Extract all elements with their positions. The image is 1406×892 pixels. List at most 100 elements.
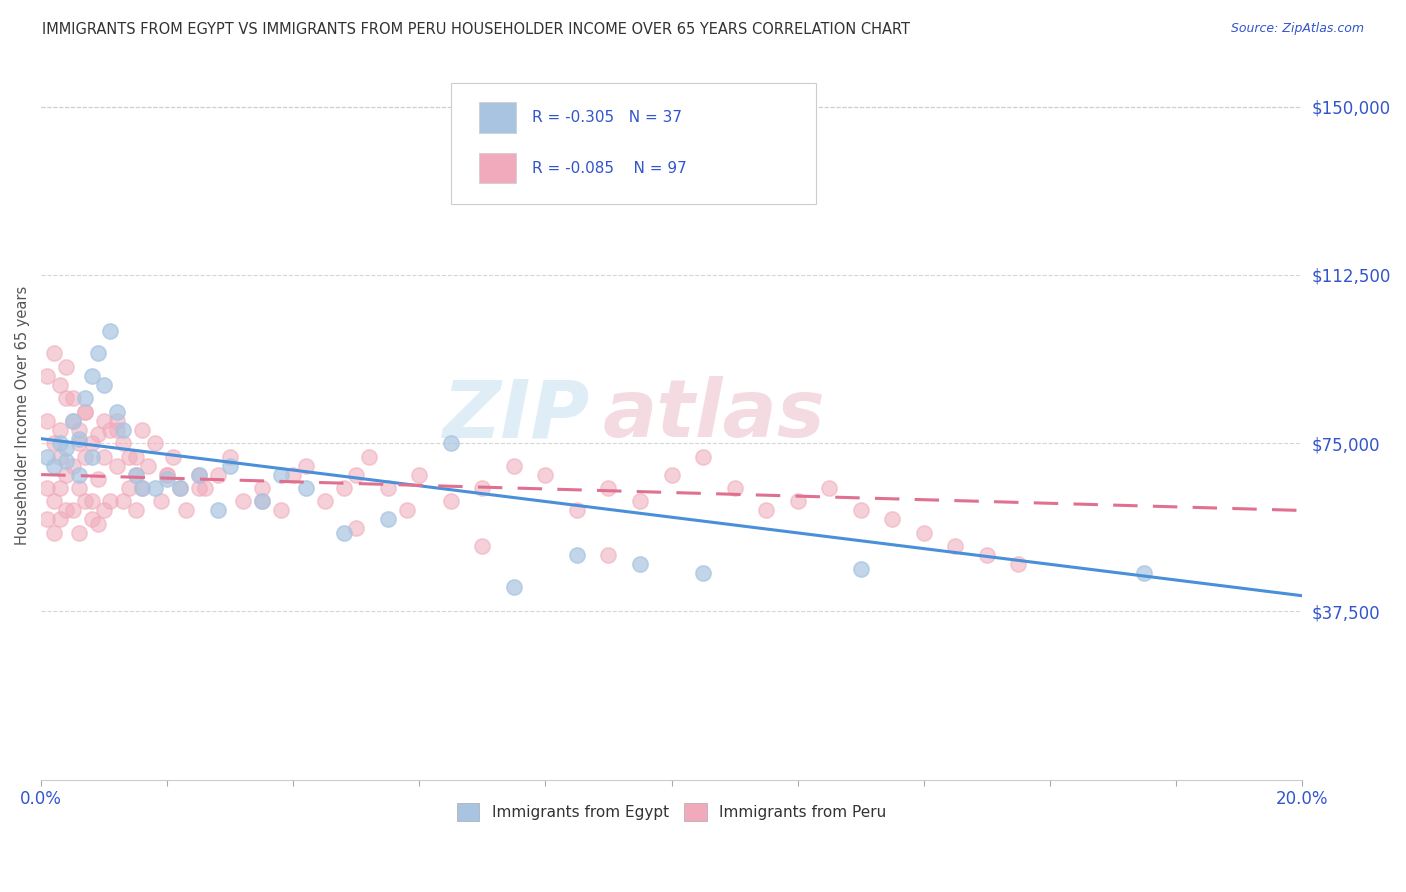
Point <box>503 580 526 594</box>
Point <box>93 503 115 517</box>
Point <box>295 458 318 473</box>
Point <box>67 525 90 540</box>
Point <box>67 423 90 437</box>
Point <box>628 494 651 508</box>
Text: atlas: atlas <box>602 376 825 454</box>
Point <box>67 467 90 482</box>
Point <box>187 467 209 482</box>
Point <box>80 512 103 526</box>
Y-axis label: Householder Income Over 65 years: Householder Income Over 65 years <box>15 285 30 545</box>
Point <box>80 494 103 508</box>
Text: Source: ZipAtlas.com: Source: ZipAtlas.com <box>1230 22 1364 36</box>
Point <box>49 450 72 464</box>
Point <box>849 503 872 517</box>
Point <box>75 405 97 419</box>
Point <box>143 481 166 495</box>
Text: ZIP: ZIP <box>441 376 589 454</box>
Point <box>534 467 557 482</box>
Point <box>100 324 122 338</box>
Point <box>943 539 966 553</box>
Point <box>395 503 418 517</box>
Point <box>80 436 103 450</box>
Point <box>162 450 184 464</box>
Point <box>314 494 336 508</box>
Point <box>912 525 935 540</box>
Point <box>42 494 65 508</box>
Point <box>118 481 141 495</box>
Point <box>37 368 59 383</box>
Point <box>332 525 354 540</box>
Point <box>332 481 354 495</box>
Point <box>156 467 179 482</box>
FancyBboxPatch shape <box>451 84 817 203</box>
Point <box>112 423 135 437</box>
Point <box>37 414 59 428</box>
Point <box>124 467 146 482</box>
Point <box>270 467 292 482</box>
Point <box>283 467 305 482</box>
Point <box>80 450 103 464</box>
Point <box>55 441 77 455</box>
Point <box>149 494 172 508</box>
Point <box>100 423 122 437</box>
Point <box>62 503 84 517</box>
Point <box>55 503 77 517</box>
Point <box>471 481 494 495</box>
Point <box>87 516 110 531</box>
Point <box>55 359 77 374</box>
Point <box>818 481 841 495</box>
Point <box>692 566 714 581</box>
Point <box>270 503 292 517</box>
Point <box>75 450 97 464</box>
Point <box>49 377 72 392</box>
Point <box>503 458 526 473</box>
Point <box>440 494 463 508</box>
Point <box>377 481 399 495</box>
Point <box>100 494 122 508</box>
Point <box>598 481 620 495</box>
Point <box>37 481 59 495</box>
Point <box>1007 558 1029 572</box>
Point <box>87 427 110 442</box>
Point <box>67 481 90 495</box>
Point <box>1133 566 1156 581</box>
Point <box>357 450 380 464</box>
Point <box>565 503 588 517</box>
Bar <box>478 153 516 184</box>
Point <box>169 481 191 495</box>
Point <box>849 562 872 576</box>
Point <box>62 458 84 473</box>
Point <box>194 481 217 495</box>
Point <box>661 189 683 203</box>
Point <box>124 503 146 517</box>
Point <box>377 512 399 526</box>
Point <box>131 481 153 495</box>
Point <box>62 414 84 428</box>
Point <box>93 414 115 428</box>
Point <box>136 458 159 473</box>
Point <box>174 503 197 517</box>
Point <box>250 494 273 508</box>
Point <box>976 549 998 563</box>
Point <box>118 450 141 464</box>
Point <box>471 539 494 553</box>
Point <box>250 494 273 508</box>
Point <box>55 392 77 406</box>
Point <box>408 467 430 482</box>
Bar <box>478 103 516 133</box>
Point <box>786 494 808 508</box>
Text: R = -0.085    N = 97: R = -0.085 N = 97 <box>531 161 686 176</box>
Point <box>67 436 90 450</box>
Point <box>131 423 153 437</box>
Point <box>250 481 273 495</box>
Point <box>143 436 166 450</box>
Point <box>207 467 229 482</box>
Point <box>598 549 620 563</box>
Point <box>87 346 110 360</box>
Point <box>42 458 65 473</box>
Point <box>93 377 115 392</box>
Point <box>628 558 651 572</box>
Point <box>156 467 179 482</box>
Point <box>105 414 128 428</box>
Point <box>62 392 84 406</box>
